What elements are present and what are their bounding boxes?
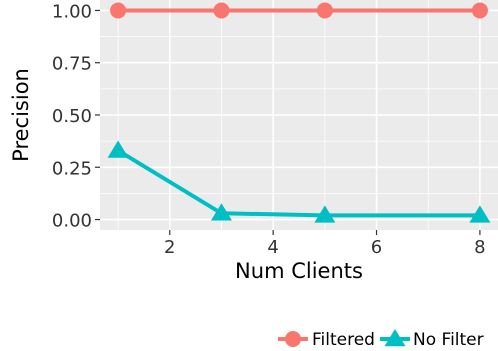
- legend-filtered-label: Filtered: [312, 330, 375, 350]
- y-tick-label: 0.50: [52, 106, 92, 127]
- axis-ticks: [95, 9, 481, 235]
- y-tick-label: 0.00: [52, 211, 92, 232]
- x-tick-label: 2: [164, 237, 175, 258]
- legend: Filtered No Filter: [278, 329, 484, 350]
- y-tick-label: 0.75: [52, 54, 92, 75]
- y-tick-label: 0.25: [52, 158, 92, 179]
- series-point-filtered: [316, 2, 333, 19]
- major-gridlines: [100, 0, 498, 230]
- series-point-filtered: [213, 2, 230, 19]
- series-point-filtered: [110, 2, 127, 19]
- legend-filtered-marker: [285, 331, 301, 347]
- series-point-no-filter: [314, 205, 336, 223]
- series-line-no-filter: [117, 148, 480, 218]
- legend-nofilter-label: No Filter: [413, 330, 484, 350]
- y-tick-label: 1.00: [52, 1, 92, 22]
- x-tick-label: 6: [371, 237, 382, 258]
- series-point-filtered: [471, 2, 488, 19]
- series-layer: [107, 2, 491, 223]
- series-point-no-filter: [469, 205, 491, 223]
- y-tick-labels: 0.00 0.25 0.50 0.75 1.00: [52, 1, 92, 231]
- x-tick-labels: 2 4 6 8: [164, 237, 486, 258]
- x-tick-label: 8: [474, 237, 485, 258]
- x-axis-title: Num Clients: [235, 259, 363, 283]
- series-point-no-filter: [107, 140, 129, 158]
- x-tick-label: 4: [267, 237, 278, 258]
- legend-nofilter-marker: [384, 329, 406, 347]
- series-point-no-filter: [210, 203, 232, 221]
- y-axis-title: Precision: [9, 68, 33, 162]
